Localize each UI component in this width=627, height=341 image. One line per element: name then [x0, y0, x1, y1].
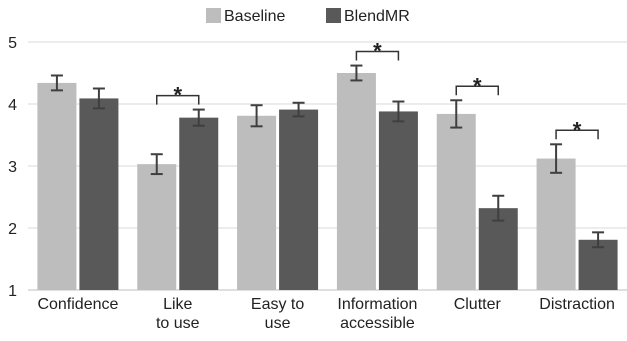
category-label-4: Clutter [454, 296, 502, 313]
category-label-line: Confidence [37, 296, 118, 313]
significance-star-3: * [373, 39, 382, 64]
y-tick-label-4: 4 [8, 97, 17, 114]
category-label-line: Easy to [251, 296, 304, 313]
category-label-0: Confidence [37, 296, 118, 313]
legend-swatch-blendmr [326, 8, 341, 23]
significance-star-5: * [573, 117, 582, 142]
category-label-line: Distraction [539, 296, 615, 313]
significance-bracket-4 [455, 85, 499, 96]
y-tick-label-3: 3 [8, 159, 17, 176]
y-tick-label-1: 1 [8, 283, 17, 300]
bar-blendmr-4 [478, 208, 518, 290]
bar-baseline-5 [536, 158, 576, 290]
bar-baseline-2 [237, 115, 277, 290]
category-label-line: use [265, 315, 291, 332]
legend-swatch-baseline [206, 8, 221, 23]
category-label-line: to use [156, 315, 200, 332]
bar-blendmr-3 [378, 111, 418, 290]
legend-label-baseline: Baseline [224, 8, 285, 25]
category-label-line: Like [163, 296, 192, 313]
significance-star-4: * [473, 73, 482, 98]
y-tick-label-2: 2 [8, 221, 17, 238]
bar-baseline-0 [37, 82, 77, 290]
category-label-line: Clutter [454, 296, 502, 313]
category-label-line: Information [337, 296, 417, 313]
bar-baseline-4 [436, 113, 476, 290]
category-label-1: Like to use [156, 296, 200, 332]
bar-baseline-1 [137, 164, 177, 290]
significance-bracket-3 [355, 50, 400, 61]
category-label-line: accessible [340, 315, 415, 332]
y-tick-label-5: 5 [8, 35, 17, 52]
category-label-2: Easy to use [251, 296, 304, 332]
category-label-5: Distraction [539, 296, 615, 313]
bar-blendmr-0 [79, 98, 119, 290]
significance-star-1: * [173, 83, 182, 108]
significance-bracket-1 [156, 94, 200, 105]
bar-blendmr-2 [279, 109, 319, 290]
category-label-3: Information accessible [337, 296, 417, 332]
bar-blendmr-1 [179, 117, 219, 290]
bar-baseline-3 [336, 73, 376, 290]
legend-label-blendmr: BlendMR [344, 8, 410, 25]
significance-bracket-5 [555, 129, 599, 140]
